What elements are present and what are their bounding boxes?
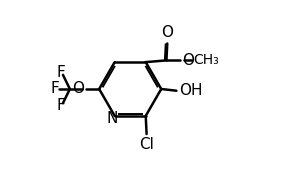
Text: F: F	[57, 98, 66, 113]
Text: O: O	[182, 53, 194, 68]
Text: Cl: Cl	[139, 137, 154, 152]
Text: F: F	[51, 82, 60, 96]
Text: O: O	[72, 82, 84, 96]
Text: CH₃: CH₃	[194, 53, 219, 67]
Text: F: F	[57, 65, 66, 80]
Text: N: N	[107, 111, 118, 126]
Text: OH: OH	[179, 83, 203, 98]
Text: O: O	[161, 25, 173, 40]
